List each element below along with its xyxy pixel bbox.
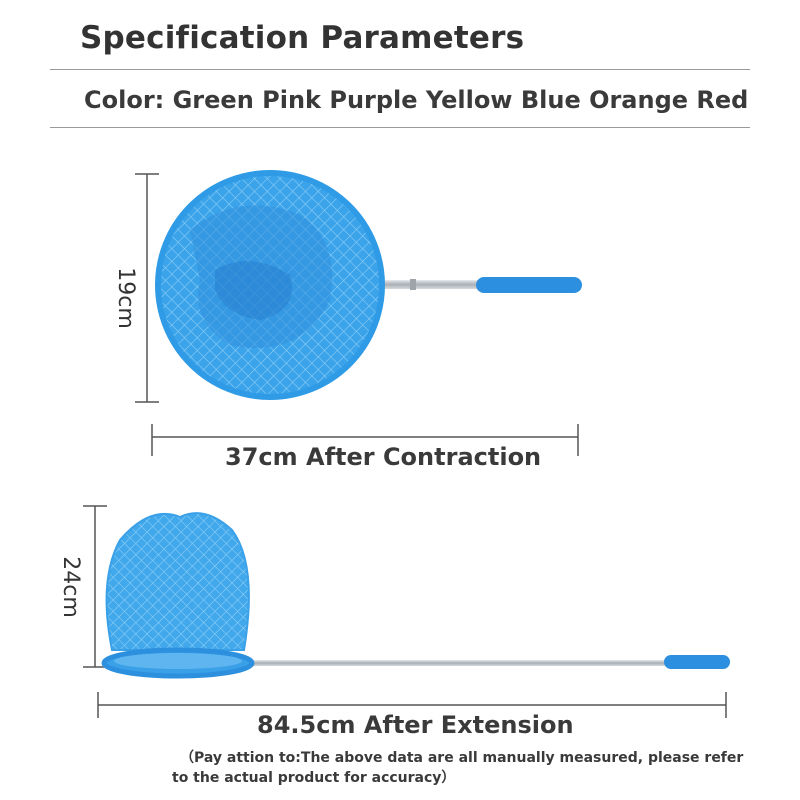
- contracted-length-label: 37cm After Contraction: [225, 443, 542, 471]
- title-divider: [50, 69, 750, 70]
- contracted-height-label: 19cm: [113, 267, 138, 329]
- note-line-1: （Pay attion to:The above data are all ma…: [180, 750, 744, 766]
- color-values: Green Pink Purple Yellow Blue Orange Red: [172, 86, 749, 114]
- color-label: Color:: [84, 86, 165, 114]
- extended-net: [101, 512, 730, 679]
- extended-height-dimension: [83, 505, 107, 668]
- note-line-2: to the actual product for accuracy）: [172, 770, 456, 786]
- contracted-height-dimension: [135, 173, 159, 403]
- contracted-net: [155, 170, 582, 400]
- page-title: Specification Parameters: [80, 20, 525, 56]
- extended-height-label: 24cm: [58, 556, 83, 618]
- extended-length-dimension: [97, 692, 727, 718]
- color-options: Color: Green Pink Purple Yellow Blue Ora…: [84, 86, 748, 114]
- color-divider: [50, 127, 750, 128]
- measurement-note: （Pay attion to:The above data are all ma…: [172, 748, 772, 788]
- contracted-length-dimension: [151, 424, 579, 456]
- extended-length-label: 84.5cm After Extension: [257, 711, 574, 739]
